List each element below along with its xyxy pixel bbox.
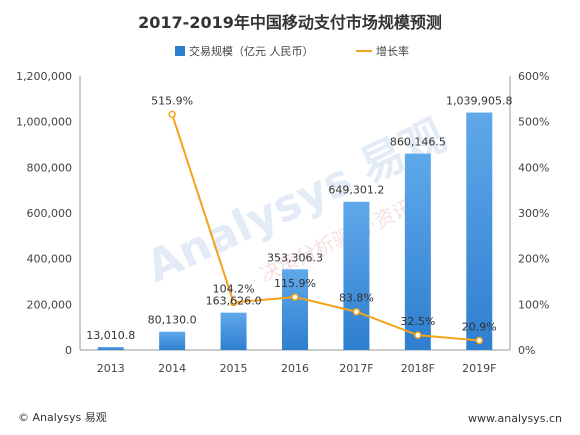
growth-value-label: 115.9% (274, 277, 316, 290)
chart-title: 2017-2019年中国移动支付市场规模预测 (138, 13, 442, 32)
bar-value-label: 860,146.5 (390, 136, 446, 149)
bar (97, 347, 124, 350)
y-right-tick-label: 600% (518, 70, 549, 83)
bars (97, 112, 493, 350)
growth-value-label: 83.8% (339, 292, 374, 305)
growth-point (352, 307, 361, 316)
y-right-tick-label: 500% (518, 116, 549, 129)
bar (282, 269, 308, 350)
growth-point (168, 110, 176, 119)
y-left-tick-label: 1,200,000 (16, 70, 72, 83)
footer-website[interactable]: www.analysys.cn (468, 412, 562, 425)
x-tick-label: 2019F (462, 362, 496, 375)
growth-value-label: 515.9% (151, 94, 193, 107)
growth-point (414, 331, 422, 339)
x-tick-label: 2013 (97, 362, 125, 375)
legend: 交易规模（亿元 人民币） 增长率 (175, 44, 409, 58)
growth-point (229, 298, 238, 307)
y-left-tick-label: 0 (65, 344, 72, 357)
legend-label-line: 增长率 (376, 44, 409, 58)
y-left-tick-label: 200,000 (27, 298, 73, 311)
y-right-tick-label: 300% (518, 207, 549, 220)
bar-value-label: 1,039,905.8 (446, 95, 512, 108)
bar (404, 153, 431, 350)
y-right-tick-label: 200% (518, 253, 549, 266)
bar (343, 201, 370, 350)
growth-point (475, 336, 484, 345)
x-tick-label: 2014 (158, 362, 186, 375)
bar (159, 331, 186, 350)
x-tick-label: 2015 (220, 362, 248, 375)
bar-value-label: 649,301.2 (328, 184, 384, 197)
bar (466, 112, 493, 350)
x-tick-label: 2017F (339, 362, 373, 375)
x-tick-label: 2016 (281, 362, 309, 375)
footer-copyright: © Analysys 易观 (18, 411, 107, 424)
bar-value-label: 80,130.0 (148, 314, 197, 327)
y-right-tick-label: 0% (518, 344, 535, 357)
data-labels: 13,010.8 80,130.0 163,626.0 353,306.3 649,30… (86, 94, 512, 342)
y-left-tick-label: 1,000,000 (16, 116, 72, 129)
x-tick-label: 2018F (401, 362, 435, 375)
legend-swatch-bar (175, 46, 185, 56)
growth-value-label: 104.2% (213, 282, 255, 295)
y-right-tick-label: 400% (518, 161, 549, 174)
growth-line-path (171, 114, 480, 342)
bar-value-label: 13,010.8 (86, 329, 135, 342)
y-left-tick-label: 400,000 (27, 253, 73, 266)
bar-value-label: 353,306.3 (267, 251, 323, 264)
bar-value-label: 163,626.0 (206, 295, 262, 308)
growth-line (168, 110, 484, 345)
y-left-tick-label: 600,000 (27, 207, 73, 220)
legend-label-bar: 交易规模（亿元 人民币） (189, 44, 314, 58)
axes: 0 200,000 400,000 600,000 800,000 1,000,000 1,… (16, 70, 549, 375)
y-right-tick-label: 100% (518, 298, 549, 311)
growth-value-label: 20.9% (462, 320, 497, 333)
bar (220, 312, 247, 350)
y-left-tick-label: 800,000 (27, 161, 73, 174)
growth-point (291, 293, 299, 301)
growth-value-label: 32.5% (400, 315, 435, 328)
